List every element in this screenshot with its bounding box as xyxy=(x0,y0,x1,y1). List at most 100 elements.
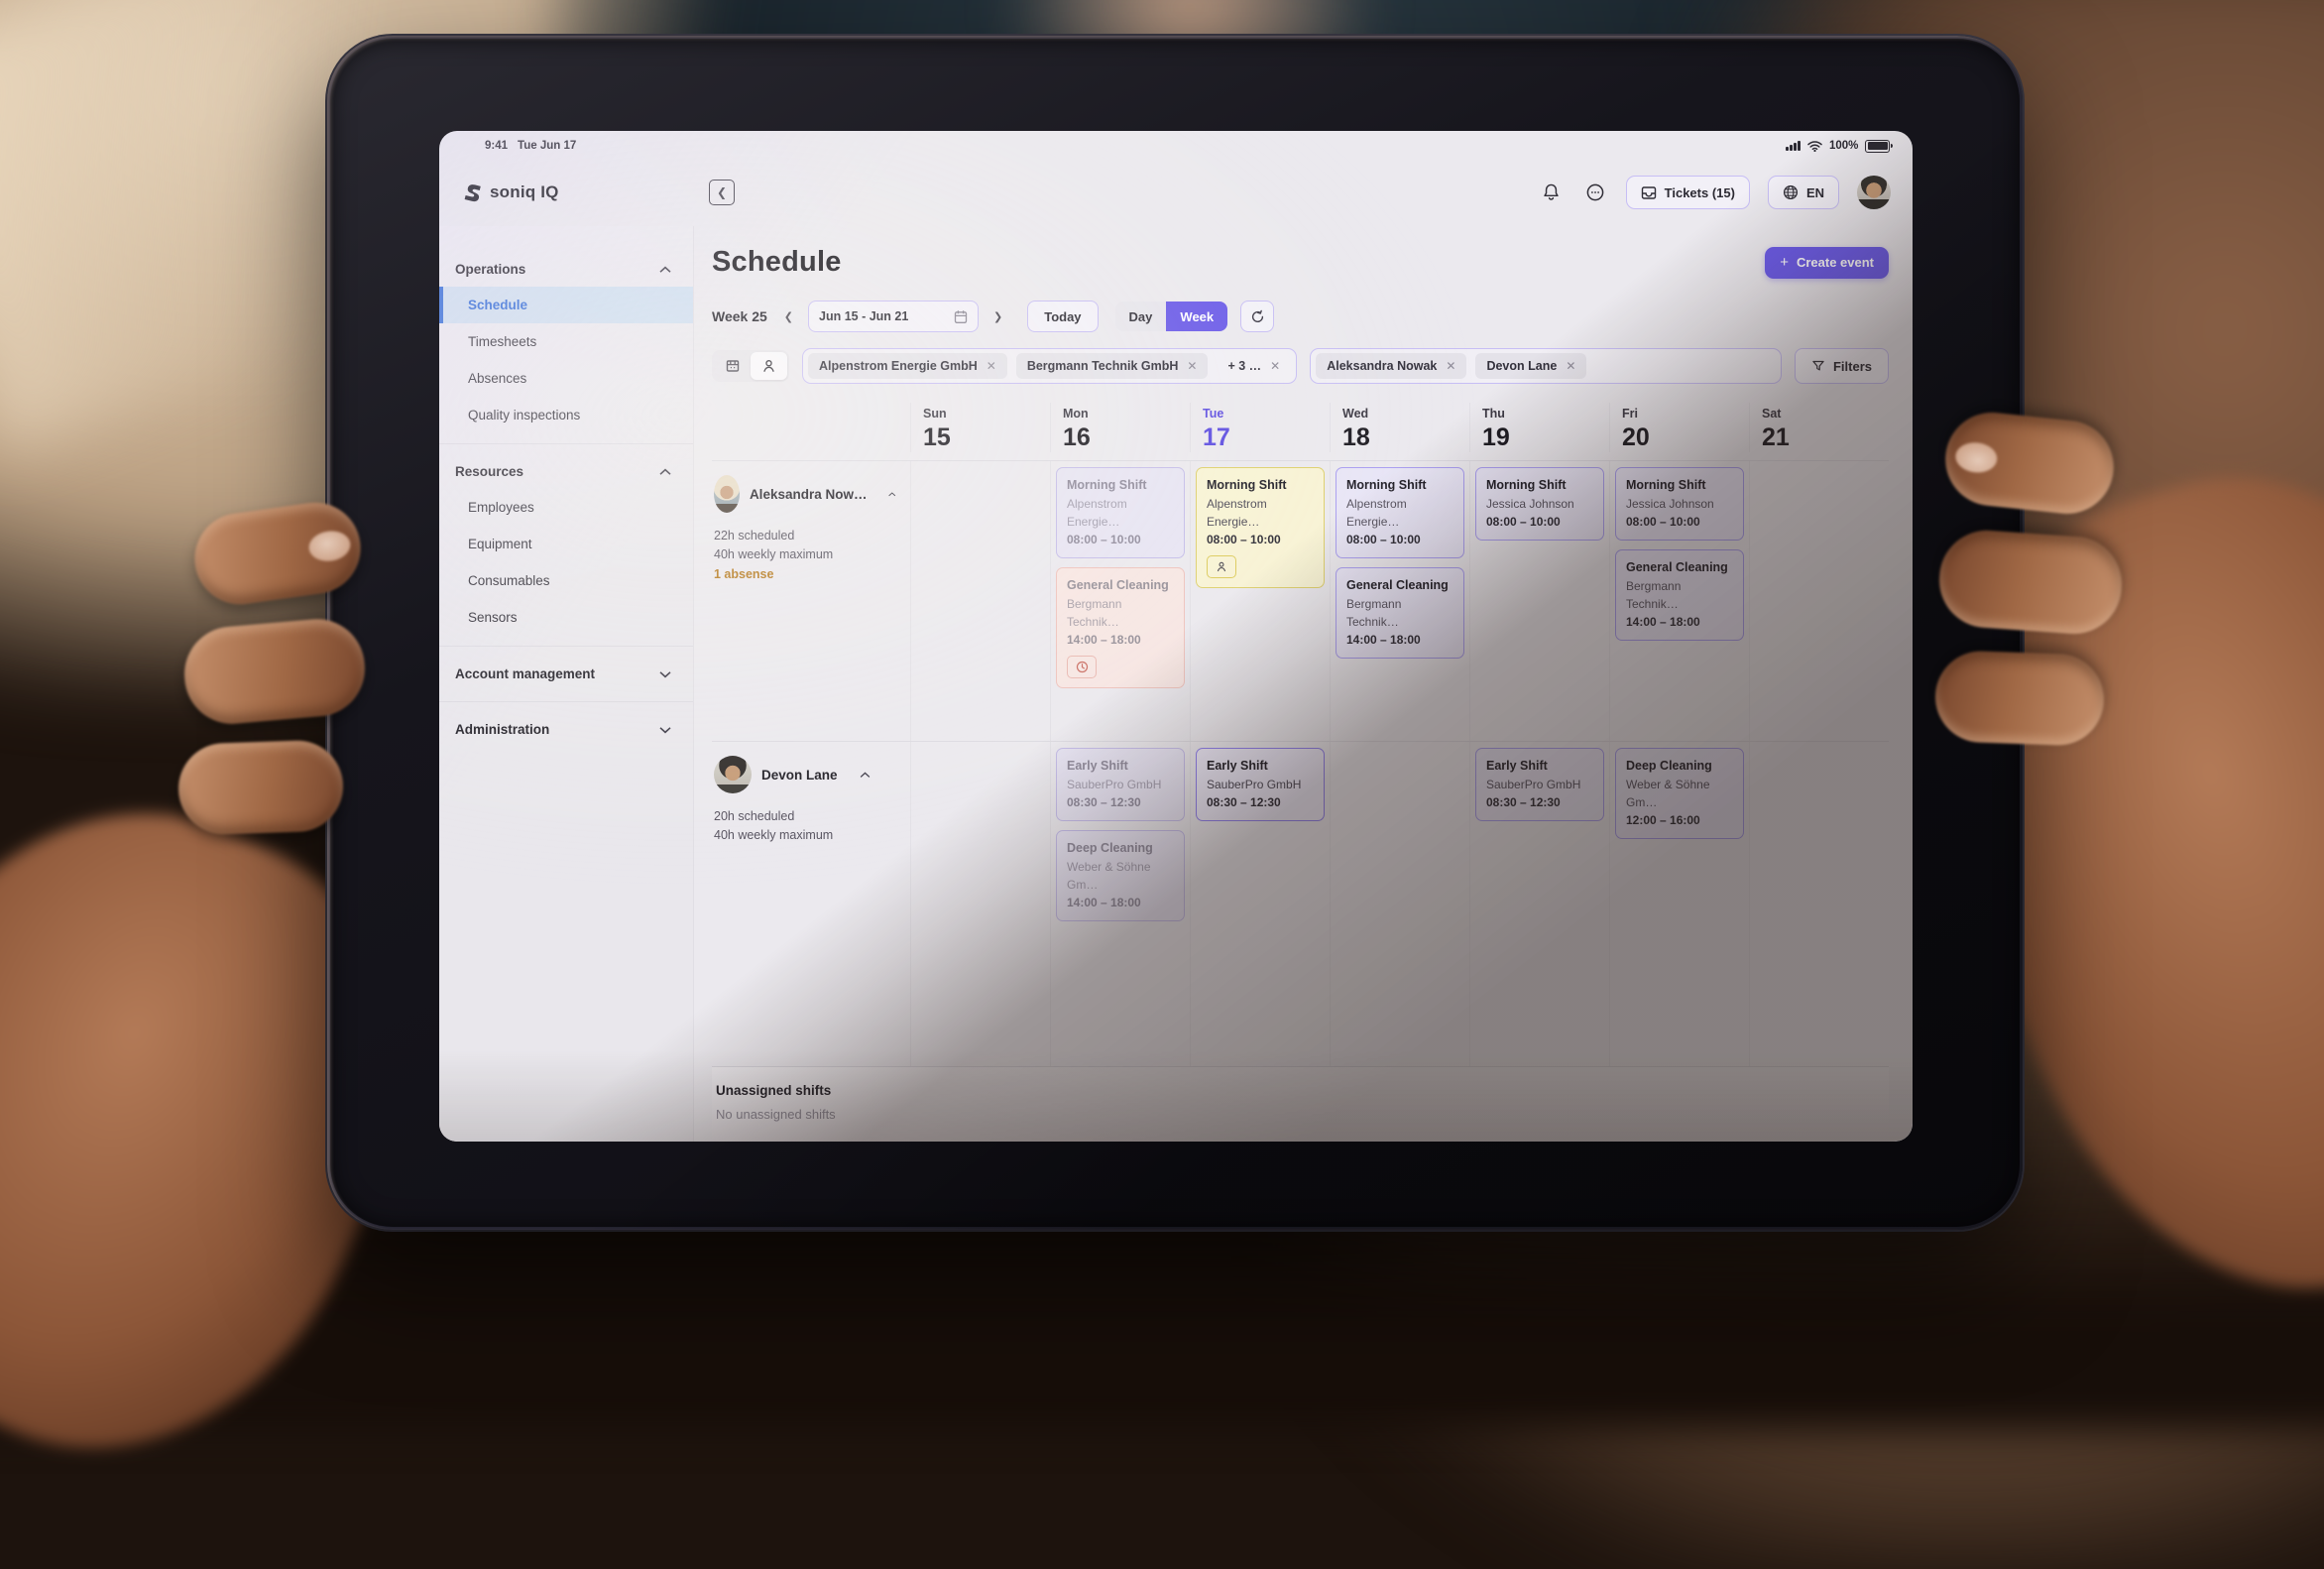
shift-card[interactable]: Early Shift SauberPro GmbH 08:30 – 12:30 xyxy=(1475,748,1604,821)
sidebar-collapse-button[interactable]: ❮ xyxy=(709,180,735,205)
schedule-calendar: Sun 15 Mon 16 Tue 17 Wed 18 Thu 19 Fri 20 Sat 2… xyxy=(712,403,1889,1142)
week-view-button[interactable]: Week xyxy=(1166,302,1228,331)
day-cell-mon[interactable]: Early Shift SauberPro GmbH 08:30 – 12:30… xyxy=(1050,742,1190,1066)
sidebar-item-schedule[interactable]: Schedule xyxy=(439,287,693,323)
shift-card[interactable]: Deep Cleaning Weber & Söhne Gm… 12:00 – … xyxy=(1615,748,1744,839)
filter-chip[interactable]: Aleksandra Nowak ✕ xyxy=(1316,353,1467,379)
shift-card[interactable]: Morning Shift Alpenstrom Energie… 08:00 … xyxy=(1056,467,1185,558)
group-by-location-button[interactable] xyxy=(714,352,751,380)
tablet-device: 9:41 Tue Jun 17 100% soniq IQ ❮ xyxy=(327,36,2023,1230)
shift-card[interactable]: General Cleaning Bergmann Technik… 14:00… xyxy=(1056,566,1185,688)
shift-card[interactable]: Morning Shift Jessica Johnson 08:00 – 10… xyxy=(1615,467,1744,541)
day-header-sun: Sun 15 xyxy=(910,403,1050,452)
day-cell-thu[interactable]: Morning Shift Jessica Johnson 08:00 – 10… xyxy=(1469,461,1609,741)
chevron-up-icon[interactable] xyxy=(860,772,871,779)
divider xyxy=(439,646,693,647)
sidebar-item-absences[interactable]: Absences xyxy=(468,371,527,386)
sidebar-item-sensors[interactable]: Sensors xyxy=(468,610,518,625)
sidebar-section-account-management[interactable]: Account management xyxy=(439,657,693,691)
sidebar-section-administration[interactable]: Administration xyxy=(439,712,693,747)
day-cell-sun[interactable] xyxy=(910,461,1050,741)
company-filter-box[interactable]: Alpenstrom Energie GmbH ✕ Bergmann Techni… xyxy=(802,348,1298,384)
building-icon xyxy=(726,360,739,372)
sidebar-item-consumables[interactable]: Consumables xyxy=(468,573,550,588)
filter-chip-overflow[interactable]: + 3 … ✕ xyxy=(1227,359,1281,373)
shift-card[interactable]: Morning Shift Alpenstrom Energie… 08:00 … xyxy=(1336,467,1464,558)
plus-icon: + xyxy=(1780,254,1789,271)
chat-icon[interactable] xyxy=(1582,180,1608,205)
today-button[interactable]: Today xyxy=(1027,301,1099,332)
day-cell-thu[interactable]: Early Shift SauberPro GmbH 08:30 – 12:30 xyxy=(1469,742,1609,1066)
employee-info[interactable]: Aleksandra Now… 22h scheduled 40h weekly… xyxy=(712,461,910,741)
group-by-toggle xyxy=(712,350,789,382)
remove-chip-icon[interactable]: ✕ xyxy=(986,359,996,373)
day-cell-sat[interactable] xyxy=(1749,461,1889,741)
sidebar-section-operations[interactable]: Operations xyxy=(439,252,693,287)
sidebar-item-timesheets[interactable]: Timesheets xyxy=(468,334,537,349)
sidebar-item-equipment[interactable]: Equipment xyxy=(468,537,532,551)
day-cell-tue[interactable]: Early Shift SauberPro GmbH 08:30 – 12:30 xyxy=(1190,742,1330,1066)
chevron-up-icon[interactable] xyxy=(888,491,896,498)
shift-card[interactable]: Deep Cleaning Weber & Söhne Gm… 14:00 – … xyxy=(1056,829,1185,921)
create-event-button[interactable]: + Create event xyxy=(1765,246,1889,279)
day-view-button[interactable]: Day xyxy=(1114,302,1167,331)
filter-chip[interactable]: Bergmann Technik GmbH ✕ xyxy=(1015,353,1209,379)
sidebar-item-quality-inspections[interactable]: Quality inspections xyxy=(468,408,581,422)
remove-chip-icon[interactable]: ✕ xyxy=(1270,359,1281,373)
prev-week-button[interactable]: ❮ xyxy=(783,310,793,323)
wifi-icon xyxy=(1807,140,1822,152)
person-icon xyxy=(1207,554,1236,578)
day-header-mon: Mon 16 xyxy=(1050,403,1190,452)
date-range-picker[interactable]: Jun 15 - Jun 21 xyxy=(808,301,979,332)
left-hand-finger xyxy=(176,739,345,836)
people-filter-box[interactable]: Aleksandra Nowak ✕ Devon Lane ✕ xyxy=(1310,348,1782,384)
refresh-icon xyxy=(1251,309,1263,322)
employee-avatar xyxy=(714,475,740,513)
employee-info[interactable]: Devon Lane 20h scheduled 40h weekly maxi… xyxy=(712,742,910,1066)
employee-row: Devon Lane 20h scheduled 40h weekly maxi… xyxy=(712,741,1889,1066)
filters-button[interactable]: Filters xyxy=(1794,348,1889,384)
group-by-person-button[interactable] xyxy=(751,352,787,380)
remove-chip-icon[interactable]: ✕ xyxy=(1566,359,1576,373)
shift-card[interactable]: Morning Shift Jessica Johnson 08:00 – 10… xyxy=(1475,467,1604,541)
day-cell-fri[interactable]: Deep Cleaning Weber & Söhne Gm… 12:00 – … xyxy=(1609,742,1749,1066)
day-header-wed: Wed 18 xyxy=(1330,403,1469,452)
funnel-icon xyxy=(1812,360,1824,371)
chevron-down-icon xyxy=(659,726,671,733)
inbox-icon xyxy=(1641,185,1656,199)
day-cell-wed[interactable]: Morning Shift Alpenstrom Energie… 08:00 … xyxy=(1330,461,1469,741)
shift-card[interactable]: General Cleaning Bergmann Technik… 14:00… xyxy=(1615,548,1744,641)
day-cell-mon[interactable]: Morning Shift Alpenstrom Energie… 08:00 … xyxy=(1050,461,1190,741)
day-cell-tue[interactable]: Morning Shift Alpenstrom Energie… 08:00 … xyxy=(1190,461,1330,741)
remove-chip-icon[interactable]: ✕ xyxy=(1187,359,1198,373)
divider xyxy=(439,701,693,702)
right-hand-finger xyxy=(1935,527,2126,638)
user-avatar[interactable] xyxy=(1857,176,1891,209)
day-cell-fri[interactable]: Morning Shift Jessica Johnson 08:00 – 10… xyxy=(1609,461,1749,741)
day-cell-sat[interactable] xyxy=(1749,742,1889,1066)
tickets-button[interactable]: Tickets (15) xyxy=(1625,176,1750,209)
refresh-button[interactable] xyxy=(1240,301,1275,332)
shift-card[interactable]: Early Shift SauberPro GmbH 08:30 – 12:30 xyxy=(1056,748,1185,821)
employee-avatar xyxy=(714,756,752,793)
day-header-sat: Sat 21 xyxy=(1749,403,1889,452)
next-week-button[interactable]: ❯ xyxy=(993,310,1003,323)
language-button[interactable]: EN xyxy=(1767,176,1839,209)
filter-chip[interactable]: Alpenstrom Energie GmbH ✕ xyxy=(808,353,1007,379)
sidebar-section-resources[interactable]: Resources xyxy=(439,454,693,489)
absence-indicator[interactable]: 1 absense xyxy=(714,566,774,581)
notifications-bell-icon[interactable] xyxy=(1539,180,1565,205)
shift-card[interactable]: General Cleaning Bergmann Technik… 14:00… xyxy=(1336,566,1464,659)
shift-card-today[interactable]: Morning Shift Alpenstrom Energie… 08:00 … xyxy=(1196,467,1325,588)
page-title: Schedule xyxy=(712,246,842,278)
unassigned-empty-state: No unassigned shifts xyxy=(716,1107,836,1122)
battery-percent: 100% xyxy=(1828,140,1859,152)
clock-icon xyxy=(1067,655,1097,678)
employee-column-header xyxy=(712,403,910,452)
remove-chip-icon[interactable]: ✕ xyxy=(1446,359,1456,373)
day-cell-wed[interactable] xyxy=(1330,742,1469,1066)
filter-chip[interactable]: Devon Lane ✕ xyxy=(1475,353,1587,379)
day-cell-sun[interactable] xyxy=(910,742,1050,1066)
sidebar-item-employees[interactable]: Employees xyxy=(468,500,534,515)
shift-card-today[interactable]: Early Shift SauberPro GmbH 08:30 – 12:30 xyxy=(1196,748,1325,821)
